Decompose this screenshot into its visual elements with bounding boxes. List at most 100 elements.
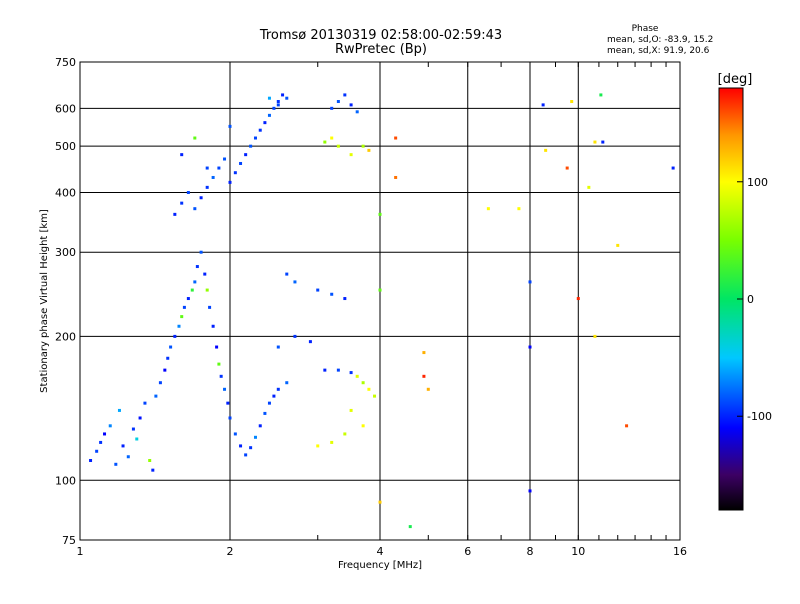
data-point	[330, 106, 334, 110]
data-point	[249, 446, 253, 450]
data-point	[316, 288, 320, 292]
data-point	[373, 394, 377, 398]
data-point	[361, 144, 365, 148]
data-point	[166, 356, 170, 360]
chart-title: Tromsø 20130319 02:58:00-02:59:43	[259, 28, 502, 43]
data-point	[355, 110, 359, 114]
y-tick-label: 100	[55, 474, 76, 487]
data-point	[217, 362, 221, 366]
data-point	[180, 201, 184, 205]
data-point	[219, 374, 223, 378]
data-point	[228, 416, 232, 420]
data-point	[226, 401, 230, 405]
data-point	[203, 272, 207, 276]
data-point	[205, 288, 209, 292]
data-point	[570, 100, 574, 104]
data-point	[349, 408, 353, 412]
data-point	[186, 297, 190, 301]
data-point	[239, 161, 243, 165]
data-point	[272, 106, 276, 110]
data-point	[343, 297, 347, 301]
data-point	[103, 432, 107, 436]
plot-area: 1 2 4 6 8 10 16 75 100 200 300 400 500 600 750	[55, 56, 687, 558]
data-point	[272, 394, 276, 398]
data-point	[378, 288, 382, 292]
x-tick-label: 2	[227, 545, 234, 558]
data-point	[239, 444, 243, 448]
data-point	[131, 427, 135, 431]
data-point	[99, 440, 103, 444]
data-point	[323, 140, 327, 144]
data-point	[163, 368, 167, 372]
data-point	[422, 374, 426, 378]
data-point	[316, 444, 320, 448]
x-tick-label: 10	[571, 545, 585, 558]
colorbar: 100 0 -100	[718, 87, 772, 511]
colorbar-tick-label: 0	[747, 293, 754, 306]
data-point	[426, 387, 430, 391]
data-point	[528, 345, 532, 349]
data-point	[253, 435, 257, 439]
data-point	[576, 297, 580, 301]
data-point	[158, 381, 162, 385]
data-point	[593, 334, 597, 338]
data-point	[249, 144, 253, 148]
data-point	[182, 305, 186, 309]
data-point	[281, 93, 285, 97]
colorbar-tick-label: -100	[747, 410, 772, 423]
data-point	[258, 128, 262, 132]
data-point	[330, 440, 334, 444]
data-point	[367, 148, 371, 152]
data-point	[601, 140, 605, 144]
data-point	[117, 408, 121, 412]
data-point	[330, 136, 334, 140]
x-tick-label: 6	[464, 545, 471, 558]
data-point	[599, 93, 603, 97]
phase-box-title: Phase	[632, 24, 659, 34]
y-tick-label: 400	[55, 186, 76, 199]
data-point	[151, 468, 155, 472]
data-point	[378, 500, 382, 504]
data-point	[671, 166, 675, 170]
data-point	[293, 280, 297, 284]
x-axis-label: Frequency [MHz]	[338, 560, 422, 571]
y-tick-label: 75	[62, 534, 76, 547]
data-point	[177, 324, 181, 328]
data-point	[336, 100, 340, 104]
data-point	[135, 437, 139, 441]
data-point	[193, 280, 197, 284]
y-tick-label: 300	[55, 246, 76, 259]
data-point	[378, 212, 382, 216]
data-point	[565, 166, 569, 170]
data-point	[244, 153, 248, 157]
data-point	[336, 368, 340, 372]
data-point	[95, 449, 99, 453]
x-tick-label: 8	[527, 545, 534, 558]
data-point	[148, 458, 152, 462]
y-tick-label: 600	[55, 102, 76, 115]
phase-box-line-x: mean, sd,X: 91.9, 20.6	[607, 46, 710, 56]
data-point	[267, 113, 271, 117]
data-point	[217, 166, 221, 170]
data-point	[343, 93, 347, 97]
data-point	[349, 103, 353, 107]
data-point	[253, 136, 257, 140]
data-point	[528, 280, 532, 284]
data-point	[154, 394, 158, 398]
data-point	[323, 368, 327, 372]
data-point	[208, 305, 212, 309]
data-point	[267, 401, 271, 405]
data-point	[223, 157, 227, 161]
data-point	[361, 381, 365, 385]
data-point	[528, 489, 532, 493]
y-tick-label: 500	[55, 140, 76, 153]
data-point	[422, 351, 426, 355]
data-point	[349, 153, 353, 157]
y-tick-label: 750	[55, 56, 76, 69]
data-point	[276, 100, 280, 104]
data-point	[138, 416, 142, 420]
data-point	[486, 207, 490, 211]
data-point	[190, 288, 194, 292]
data-point	[285, 381, 289, 385]
data-point	[285, 272, 289, 276]
